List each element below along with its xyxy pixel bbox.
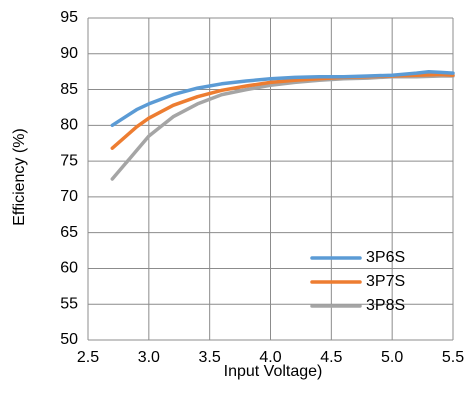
y-tick-label: 95 (60, 9, 78, 26)
y-tick-label: 80 (60, 117, 78, 134)
y-tick-label: 85 (60, 81, 78, 98)
y-tick-label: 60 (60, 260, 78, 277)
x-tick-label: 5.5 (442, 349, 464, 366)
legend-label-3p7s: 3P7S (366, 273, 405, 290)
series-line-3p6s (110, 69, 455, 128)
y-tick-label: 70 (60, 188, 78, 205)
legend-label-3p6s: 3P6S (366, 249, 405, 266)
x-tick-label: 3.0 (138, 349, 160, 366)
x-tick-label: 4.0 (259, 349, 281, 366)
x-tick-label: 2.5 (77, 349, 99, 366)
x-tick-label: 3.5 (199, 349, 221, 366)
x-tick-label: 5.0 (381, 349, 403, 366)
axes: 50 55 60 65 70 75 80 85 90 95 2.5 3.0 3.5 4.0 4.5 5.0 5.… (60, 9, 464, 366)
x-axis-title: Input Voltage) (224, 363, 323, 380)
y-tick-label: 55 (60, 295, 78, 312)
y-tick-label: 65 (60, 224, 78, 241)
x-tick-label: 4.5 (320, 349, 342, 366)
legend: 3P6S 3P7S 3P8S (310, 249, 405, 314)
y-tick-label: 75 (60, 152, 78, 169)
y-tick-label: 50 (60, 331, 78, 348)
series-lines (110, 69, 455, 181)
y-axis-title: Efficiency (%) (11, 128, 28, 226)
grid-lines (87, 17, 454, 341)
y-tick-label: 90 (60, 45, 78, 62)
legend-label-3p8s: 3P8S (366, 297, 405, 314)
